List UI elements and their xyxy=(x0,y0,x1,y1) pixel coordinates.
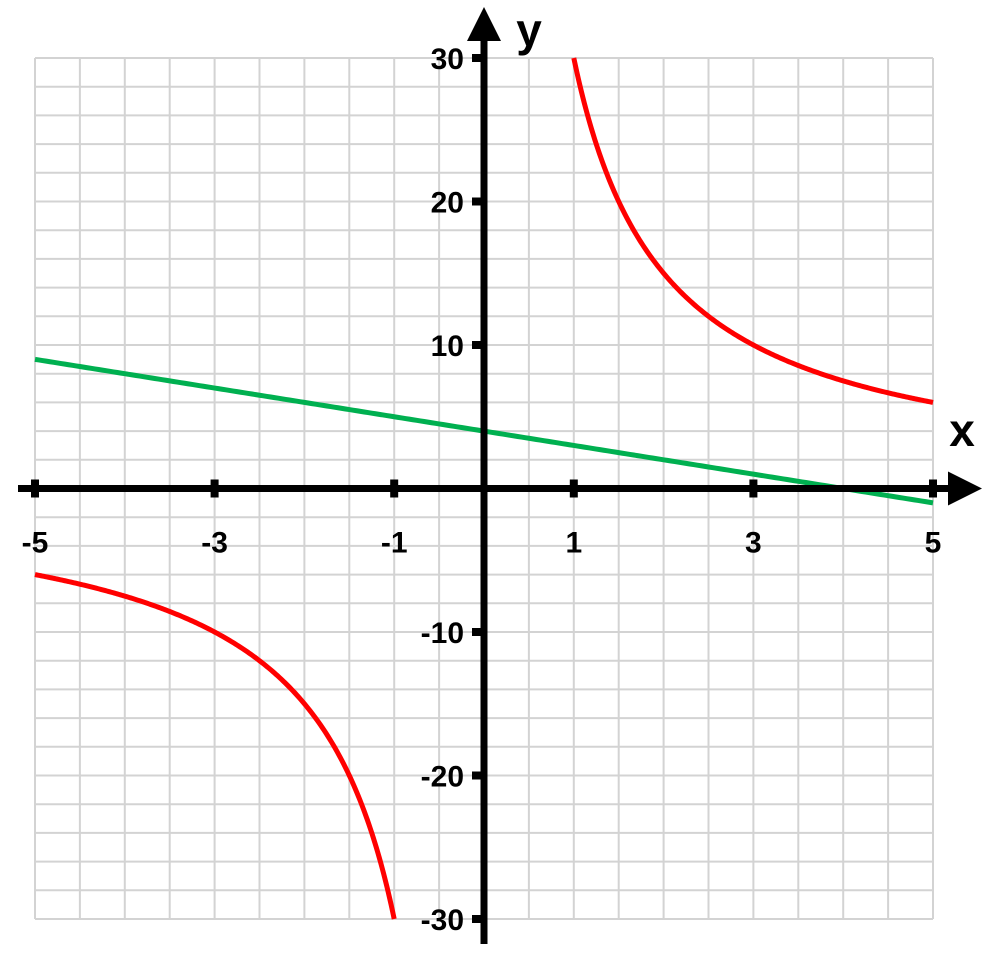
x-tick-mark xyxy=(210,479,219,498)
x-tick-label: -1 xyxy=(381,527,408,560)
x-axis-arrow xyxy=(948,471,982,506)
y-tick-mark xyxy=(472,54,484,62)
ticks: -5 -3 -1 1 3 5 30 20 10 -10 -20 -30 xyxy=(22,43,942,937)
y-tick-mark xyxy=(472,197,484,206)
y-axis-label: y xyxy=(516,4,542,56)
hyperbola-right-branch xyxy=(571,57,934,405)
x-tick-mark xyxy=(31,479,39,498)
x-tick-mark xyxy=(749,479,758,498)
y-tick-label: -10 xyxy=(421,617,464,650)
x-tick-mark xyxy=(929,479,937,498)
y-tick-mark xyxy=(472,771,484,780)
y-tick-label: 30 xyxy=(431,43,464,76)
y-tick-label: -30 xyxy=(421,904,464,937)
x-tick-mark xyxy=(569,479,578,498)
y-tick-mark xyxy=(472,915,484,923)
axes xyxy=(18,7,982,944)
x-tick-label: 1 xyxy=(565,527,582,560)
x-axis-label: x xyxy=(949,404,975,456)
y-axis-arrow xyxy=(467,7,501,41)
y-tick-label: 10 xyxy=(431,330,464,363)
hyperbola-left-branch xyxy=(34,572,397,920)
x-tick-label: 3 xyxy=(745,527,762,560)
y-tick-label: -20 xyxy=(421,761,464,794)
x-tick-label: -3 xyxy=(201,527,228,560)
x-tick-label: -5 xyxy=(22,527,49,560)
x-tick-mark xyxy=(390,479,399,498)
y-tick-mark xyxy=(472,341,484,349)
y-tick-label: 20 xyxy=(431,187,464,220)
x-tick-label: 5 xyxy=(925,527,942,560)
y-tick-mark xyxy=(472,628,484,636)
